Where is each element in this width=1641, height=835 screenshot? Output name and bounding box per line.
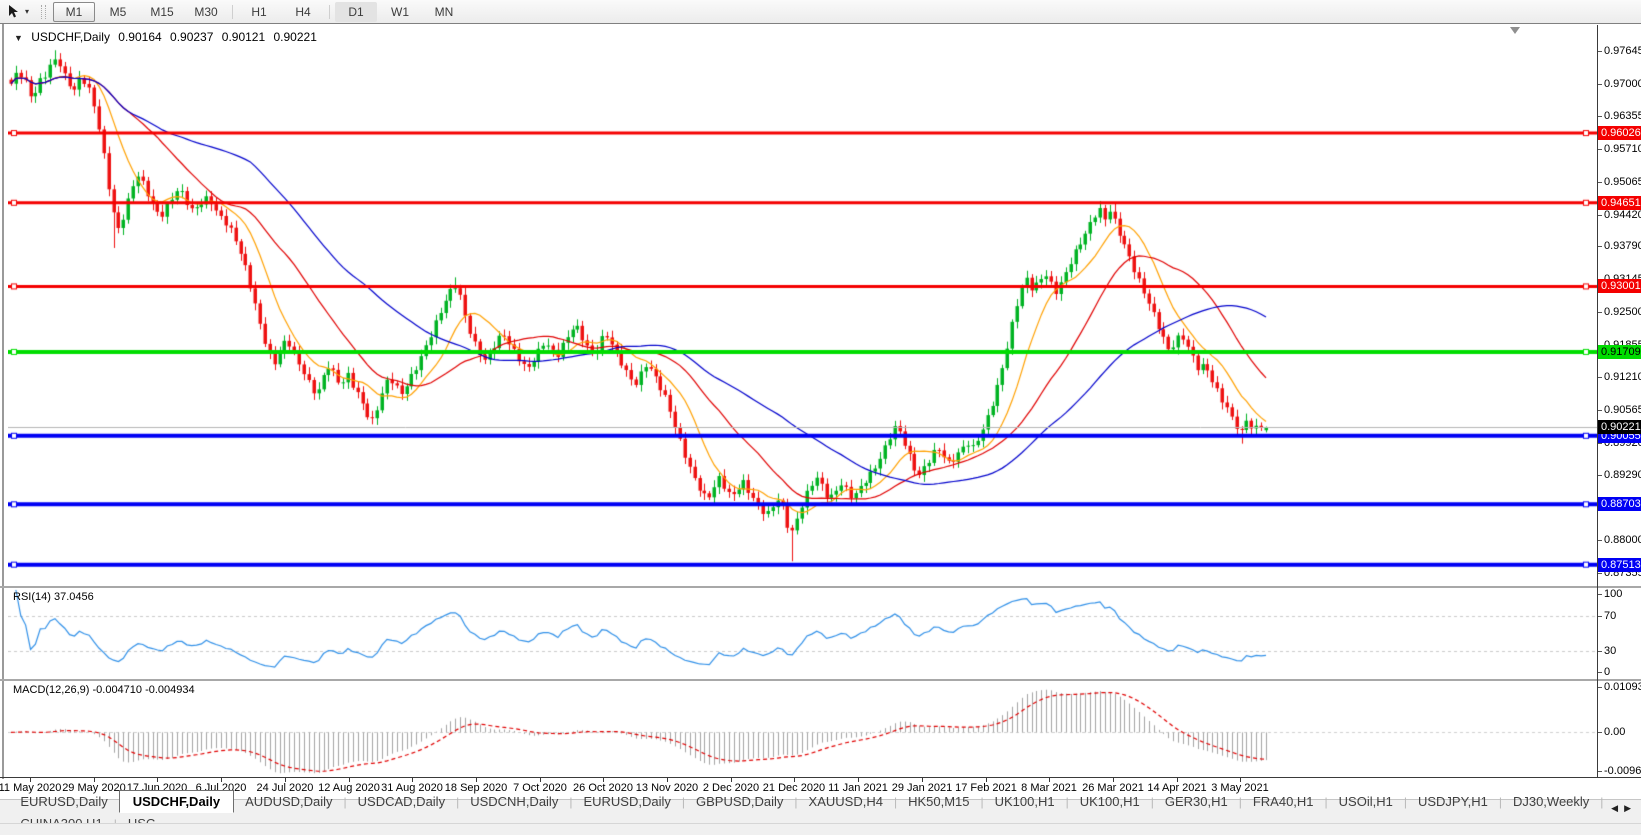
tab-usdcad-daily[interactable]: USDCAD,Daily xyxy=(347,791,456,812)
tab-eurusd-daily[interactable]: EURUSD,Daily xyxy=(572,791,681,812)
rsi-axis-label: 0 xyxy=(1598,666,1610,678)
rsi-axis-label: 30 xyxy=(1598,645,1616,657)
price-axis-label: 0.94420 xyxy=(1598,209,1641,221)
price-level-tag: 0.96026 xyxy=(1598,126,1641,140)
chart-shift-marker[interactable] xyxy=(1510,27,1520,34)
tab-scroll-arrows: ◀▶ xyxy=(1611,803,1637,814)
tab-gbpusd-daily[interactable]: GBPUSD,Daily xyxy=(685,791,794,812)
price-level-tag: 0.88703 xyxy=(1598,497,1641,511)
timeframe-button-w1[interactable]: W1 xyxy=(379,2,421,22)
price-axis: 0.97645 0.97000 0.96355 0.95710 0.95065 0.944… xyxy=(1598,25,1641,586)
rsi-value: 37.0456 xyxy=(54,591,94,603)
timeframe-button-h4[interactable]: H4 xyxy=(282,2,324,22)
mt4-terminal: ▾ M1M5M15M30 H1H4 D1W1MN ▼ USDCHF,Daily 0.… xyxy=(0,0,1641,835)
dropdown-caret-icon[interactable]: ▾ xyxy=(25,7,29,16)
tab-ger30-h1[interactable]: GER30,H1 xyxy=(1154,791,1239,812)
timeframe-button-m5[interactable]: M5 xyxy=(97,2,139,22)
rsi-title: RSI(14) 37.0456 xyxy=(13,591,94,603)
price-axis-label: 0.89290 xyxy=(1598,469,1641,481)
chart-frame-top xyxy=(0,23,1641,24)
timeframe-button-h1[interactable]: H1 xyxy=(238,2,280,22)
chart-tab-bar: EURUSD,DailyUSDCHF,DailyAUDUSD,Daily|USD… xyxy=(0,799,1641,824)
toolbar-grip[interactable] xyxy=(41,5,46,19)
price-axis-label: 0.96355 xyxy=(1598,110,1641,122)
current-price-tag: 0.90221 xyxy=(1598,420,1641,434)
price-axis-label: 0.95710 xyxy=(1598,143,1641,155)
tab-usdcnh-daily[interactable]: USDCNH,Daily xyxy=(459,791,569,812)
tab-xauusd-h4[interactable]: XAUUSD,H4 xyxy=(798,791,894,812)
tab-audusd-daily[interactable]: AUDUSD,Daily xyxy=(234,791,343,812)
tab-dj30-weekly[interactable]: DJ30,Weekly xyxy=(1502,791,1600,812)
tab-eurusd-daily[interactable]: EURUSD,Daily xyxy=(9,791,118,812)
status-bar xyxy=(0,823,1641,835)
macd-axis-label: 0.010933 xyxy=(1598,681,1641,693)
price-axis-label: 0.91210 xyxy=(1598,371,1641,383)
rsi-indicator-canvas[interactable] xyxy=(8,588,1598,679)
tab-scroll-right-icon[interactable]: ▶ xyxy=(1624,803,1637,813)
price-level-tag: 0.94651 xyxy=(1598,196,1641,210)
price-level-tag: 0.87513 xyxy=(1598,558,1641,572)
price-axis-label: 0.93790 xyxy=(1598,240,1641,252)
high-value: 0.90237 xyxy=(170,30,213,44)
tab-usoil-h1[interactable]: USOil,H1 xyxy=(1328,791,1404,812)
rsi-axis: 100 70 30 0 xyxy=(1598,588,1641,679)
tab-usdjpy-h1[interactable]: USDJPY,H1 xyxy=(1407,791,1499,812)
price-level-tag: 0.91709 xyxy=(1598,345,1641,359)
timeframes-toolbar: ▾ M1M5M15M30 H1H4 D1W1MN xyxy=(0,0,1641,24)
tab-uk100-h1[interactable]: UK100,H1 xyxy=(1069,791,1151,812)
price-axis-label: 0.88000 xyxy=(1598,534,1641,546)
tab-fra40-h1[interactable]: FRA40,H1 xyxy=(1242,791,1325,812)
timeframe-button-m30[interactable]: M30 xyxy=(185,2,227,22)
price-axis-label: 0.90565 xyxy=(1598,404,1641,416)
macd-axis-label: -0.009653 xyxy=(1598,765,1641,777)
rsi-label: RSI(14) xyxy=(13,591,51,603)
chart-cursor-icon[interactable]: ▾ xyxy=(0,0,35,23)
price-axis-label: 0.92500 xyxy=(1598,306,1641,318)
open-value: 0.90164 xyxy=(118,30,161,44)
toolbar-divider xyxy=(232,5,233,19)
price-axis-label: 0.97000 xyxy=(1598,78,1641,90)
timeframe-buttons: M1M5M15M30 H1H4 D1W1MN xyxy=(52,0,466,23)
macd-title: MACD(12,26,9) -0.004710 -0.004934 xyxy=(13,684,195,696)
tab-hk50-m15[interactable]: HK50,M15 xyxy=(897,791,980,812)
price-axis-label: 0.97645 xyxy=(1598,45,1641,57)
price-chart-canvas[interactable] xyxy=(8,25,1598,586)
cursor-glyph xyxy=(6,4,22,19)
symbol-period-label: USDCHF,Daily xyxy=(31,30,110,44)
tab-uk100-h1[interactable]: UK100,H1 xyxy=(984,791,1066,812)
tab-scroll-left-icon[interactable]: ◀ xyxy=(1611,803,1624,813)
timeframe-button-d1[interactable]: D1 xyxy=(335,2,377,22)
timeframe-button-m15[interactable]: M15 xyxy=(141,2,183,22)
low-value: 0.90121 xyxy=(222,30,265,44)
price-level-tag: 0.93001 xyxy=(1598,279,1641,293)
timeframe-button-mn[interactable]: MN xyxy=(423,2,465,22)
chart-frame-left xyxy=(2,24,4,798)
axis-border xyxy=(1597,25,1598,778)
tab-separator: | xyxy=(1600,795,1603,809)
chart-title: ▼ USDCHF,Daily 0.90164 0.90237 0.90121 0… xyxy=(14,30,322,44)
rsi-axis-label: 100 xyxy=(1598,588,1622,600)
collapse-arrow-icon[interactable]: ▼ xyxy=(14,33,23,43)
macd-indicator-canvas[interactable] xyxy=(8,681,1598,778)
timeframe-button-m1[interactable]: M1 xyxy=(53,2,95,22)
price-axis-label: 0.95065 xyxy=(1598,176,1641,188)
macd-signal-value: -0.004934 xyxy=(145,684,195,696)
toolbar-divider xyxy=(329,5,330,19)
macd-main-value: -0.004710 xyxy=(92,684,142,696)
rsi-axis-label: 70 xyxy=(1598,610,1616,622)
tab-usdchf-daily[interactable]: USDCHF,Daily xyxy=(119,790,234,813)
macd-label: MACD(12,26,9) xyxy=(13,684,89,696)
close-value: 0.90221 xyxy=(274,30,317,44)
plot-bottom-border xyxy=(0,777,1641,778)
macd-axis-label: 0.00 xyxy=(1598,726,1625,738)
macd-axis: 0.010933 0.00 -0.009653 xyxy=(1598,681,1641,778)
